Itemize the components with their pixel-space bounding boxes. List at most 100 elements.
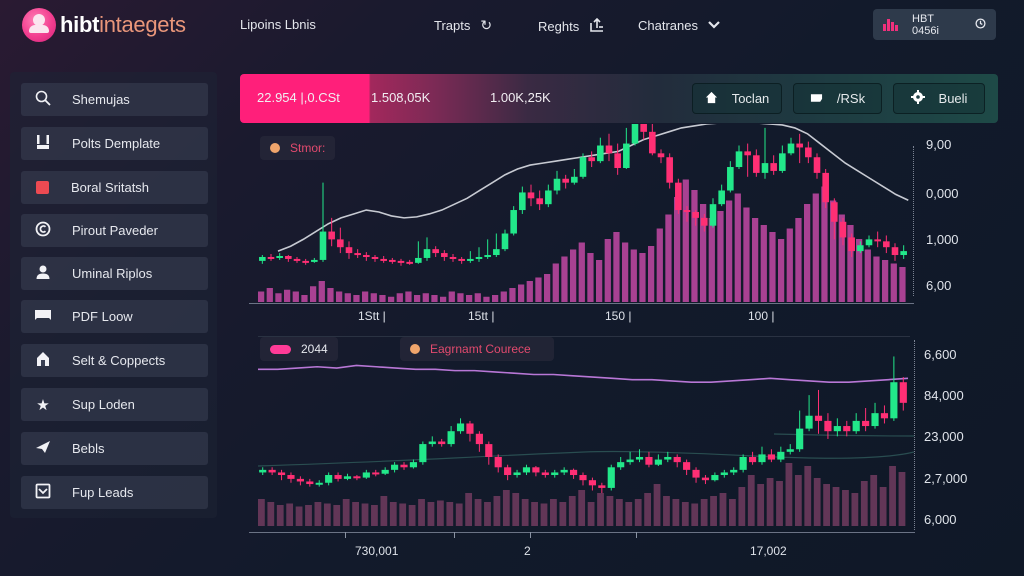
candle-down (614, 153, 621, 168)
candle-down (862, 420, 870, 427)
candle-up (522, 467, 531, 473)
candle-up (501, 233, 509, 250)
y-tick: 9,00 (926, 137, 952, 152)
orange-dot-icon (410, 344, 420, 354)
volume-bar (344, 293, 351, 302)
legend-eagrnamt-courece[interactable]: Eagrnamt Courece (400, 337, 554, 361)
sidebar-item-pirout-paveder[interactable]: Pirout Paveder (21, 214, 208, 247)
candle-down (302, 260, 309, 263)
candle-up (711, 475, 719, 481)
sidebar-item-uminal-riplos[interactable]: Uminal Riplos (21, 257, 208, 290)
volume-bar (379, 295, 386, 302)
candle-down (562, 178, 569, 183)
candle-up (664, 456, 672, 460)
house-icon (32, 351, 54, 371)
candle-up (315, 482, 323, 485)
y-tick: 0,000 (926, 186, 959, 201)
volume-bar (535, 277, 542, 302)
volume-bar (323, 503, 331, 526)
rsk-button[interactable]: /RSk (793, 83, 882, 114)
candle-down (449, 256, 457, 259)
volume-bar (838, 214, 845, 302)
candle-up (510, 210, 517, 234)
volume-bar (613, 232, 620, 302)
candle-down (475, 433, 483, 445)
candle-up (259, 256, 266, 261)
candle-up (415, 257, 422, 263)
volume-bar (561, 256, 568, 302)
y-tick: 6,000 (924, 512, 957, 527)
candle-down (805, 147, 812, 158)
volume-bar (726, 200, 733, 302)
bueli-button[interactable]: Bueli (893, 83, 985, 114)
sidebar-item-shemujas[interactable]: Shemujas (21, 83, 208, 116)
x-axis-line (249, 532, 915, 533)
sidebar-item-pdf-loow[interactable]: PDF Loow (21, 300, 208, 333)
sidebar-item-polts-demplate[interactable]: Polts Demplate (21, 127, 208, 160)
nav-link-chatranes[interactable]: Chatranes (638, 17, 720, 33)
candle-down (441, 253, 448, 257)
volume-bar (708, 218, 715, 302)
volume-bar (882, 260, 889, 302)
volume-bar (747, 475, 755, 526)
candle-down (363, 255, 370, 258)
candle-down (536, 198, 543, 205)
nav-link-trapts[interactable]: Trapts ↻ (434, 17, 493, 33)
candlestick-plot-top[interactable] (254, 124, 914, 304)
sidebar-item-selt-coppects[interactable]: Selt & Coppects (21, 344, 208, 377)
candle-down (287, 475, 295, 479)
volume-bar (795, 218, 802, 302)
legend-2044[interactable]: 2044 (260, 337, 338, 361)
volume-bar (310, 286, 317, 302)
candle-up (493, 249, 500, 256)
account-badge[interactable]: HBT 0456i (873, 9, 996, 40)
sidebar-item-sup-loden[interactable]: ★ Sup Loden (21, 388, 208, 421)
volume-bar (864, 249, 871, 302)
toclan-button[interactable]: Toclan (692, 83, 782, 114)
y-tick: 6,00 (926, 278, 952, 293)
candle-down (796, 143, 803, 148)
volume-bar (823, 484, 830, 526)
candlestick-plot-bottom[interactable] (254, 340, 914, 528)
moving-average-line (258, 364, 909, 384)
candle-down (657, 153, 665, 158)
sidebar-item-boral-sritatsh[interactable]: Boral Sritatsh (21, 171, 208, 204)
candle-up (391, 464, 399, 470)
candle-down (891, 247, 899, 256)
x-axis-line (249, 303, 914, 304)
candle-down (874, 239, 881, 242)
chevron-down-icon (708, 17, 720, 33)
price-chart-bottom[interactable]: 2044 Eagrnamt Courece (254, 337, 914, 528)
volume-bar (314, 502, 322, 526)
volume-bar (821, 186, 828, 302)
volume-bar (851, 493, 859, 526)
y-tick: 2,7,000 (924, 471, 968, 486)
nav-link-lipoins[interactable]: Lipoins Lbnis (240, 17, 316, 32)
volume-bar (634, 499, 642, 526)
volume-bar (648, 246, 655, 302)
nav-link-reghts[interactable]: Reghts (538, 17, 605, 36)
template-icon (32, 134, 54, 154)
volume-bar (440, 296, 447, 302)
volume-bar (672, 499, 680, 526)
volume-bar (873, 256, 880, 302)
volume-bar (540, 503, 548, 526)
volume-bar (544, 274, 551, 302)
sidebar-item-fup-leads[interactable]: Fup Leads (21, 476, 208, 509)
volume-bar (399, 503, 407, 526)
volume-bar (422, 293, 429, 302)
candle-up (259, 469, 267, 473)
candle-up (467, 258, 474, 261)
legend-stmor[interactable]: Stmor: (260, 136, 336, 160)
sidebar-item-bebls[interactable]: Bebls (21, 432, 208, 465)
candle-up (484, 255, 491, 258)
price-chart-top[interactable]: Stmor: (254, 124, 914, 304)
logo[interactable]: hibtintaegets (22, 8, 186, 42)
candle-down (645, 456, 653, 465)
logo-text: hibtintaegets (60, 12, 186, 37)
volume-bar (333, 505, 341, 526)
volume-bar (587, 502, 595, 526)
candle-up (631, 124, 639, 144)
candle-up (276, 256, 283, 258)
candle-down (683, 462, 691, 470)
